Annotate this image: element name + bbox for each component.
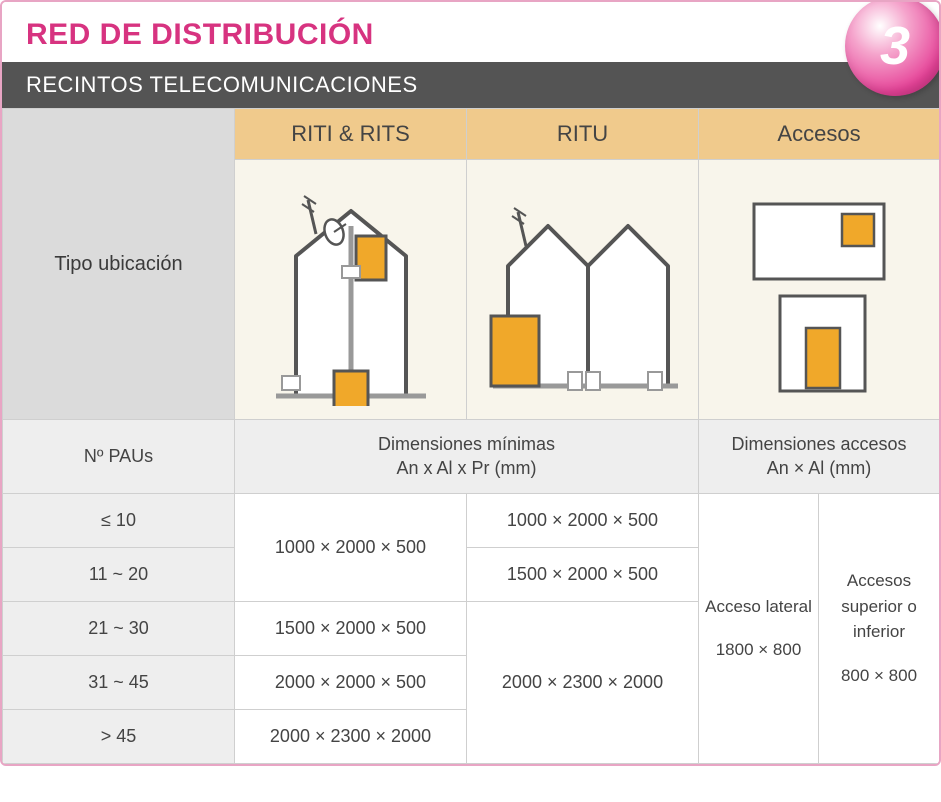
house-ritu-icon <box>478 176 688 406</box>
card-container: 3 RED DE DISTRIBUCIÓN RECINTOS TELECOMUN… <box>0 0 941 766</box>
acc-supinf-cell: Accesos superior o inferior 800 × 800 <box>819 493 940 763</box>
acc-lateral-dim: 1800 × 800 <box>705 637 812 663</box>
riti-dim-3: 1500 × 2000 × 500 <box>235 601 467 655</box>
pau-range-1: ≤ 10 <box>3 493 235 547</box>
ritu-dim-3-5: 2000 × 2300 × 2000 <box>467 601 699 763</box>
dim-acc-line1: Dimensiones accesos <box>731 434 906 454</box>
ritu-dim-1: 1000 × 2000 × 500 <box>467 493 699 547</box>
badge-number: 3 <box>880 15 910 77</box>
col-header-ritu: RITU <box>467 109 699 160</box>
acc-lateral-cell: Acceso lateral 1800 × 800 <box>699 493 819 763</box>
illus-accesos <box>699 160 940 420</box>
acc-lateral-label: Acceso lateral <box>705 594 812 620</box>
house-riti-icon <box>256 176 446 406</box>
subtitle-bar: RECINTOS TELECOMUNICACIONES <box>2 62 939 108</box>
dim-min-line2: An x Al x Pr (mm) <box>396 458 536 478</box>
ritu-dim-2: 1500 × 2000 × 500 <box>467 547 699 601</box>
page-title: RED DE DISTRIBUCIÓN <box>26 18 915 52</box>
acc-supinf-label: Accesos superior o inferior <box>825 568 933 645</box>
riti-dim-1-2: 1000 × 2000 × 500 <box>235 493 467 601</box>
dim-acc-header: Dimensiones accesos An × Al (mm) <box>699 420 940 494</box>
dim-min-header: Dimensiones mínimas An x Al x Pr (mm) <box>235 420 699 494</box>
pau-range-2: 11 ~ 20 <box>3 547 235 601</box>
riti-dim-4: 2000 × 2000 × 500 <box>235 655 467 709</box>
pau-range-5: > 45 <box>3 709 235 763</box>
illus-ritu <box>467 160 699 420</box>
pau-range-4: 31 ~ 45 <box>3 655 235 709</box>
subtitle-text: RECINTOS TELECOMUNICACIONES <box>26 72 418 97</box>
pau-range-3: 21 ~ 30 <box>3 601 235 655</box>
table-row: ≤ 10 1000 × 2000 × 500 1000 × 2000 × 500… <box>3 493 940 547</box>
illus-riti <box>235 160 467 420</box>
riti-dim-5: 2000 × 2300 × 2000 <box>235 709 467 763</box>
section-number-badge: 3 <box>845 0 941 96</box>
acc-supinf-dim: 800 × 800 <box>825 663 933 689</box>
table-row: Nº PAUs Dimensiones mínimas An x Al x Pr… <box>3 420 940 494</box>
title-bar: RED DE DISTRIBUCIÓN <box>2 2 939 62</box>
row-label-tipo: Tipo ubicación <box>3 109 235 420</box>
table-row: Tipo ubicación RITI & RITS RITU Accesos <box>3 109 940 160</box>
dim-acc-line2: An × Al (mm) <box>767 458 872 478</box>
col-header-riti: RITI & RITS <box>235 109 467 160</box>
dim-min-line1: Dimensiones mínimas <box>378 434 555 454</box>
main-table: Tipo ubicación RITI & RITS RITU Accesos <box>2 108 940 764</box>
col-header-accesos: Accesos <box>699 109 940 160</box>
row-label-paus: Nº PAUs <box>3 420 235 494</box>
access-panels-icon <box>734 186 904 396</box>
